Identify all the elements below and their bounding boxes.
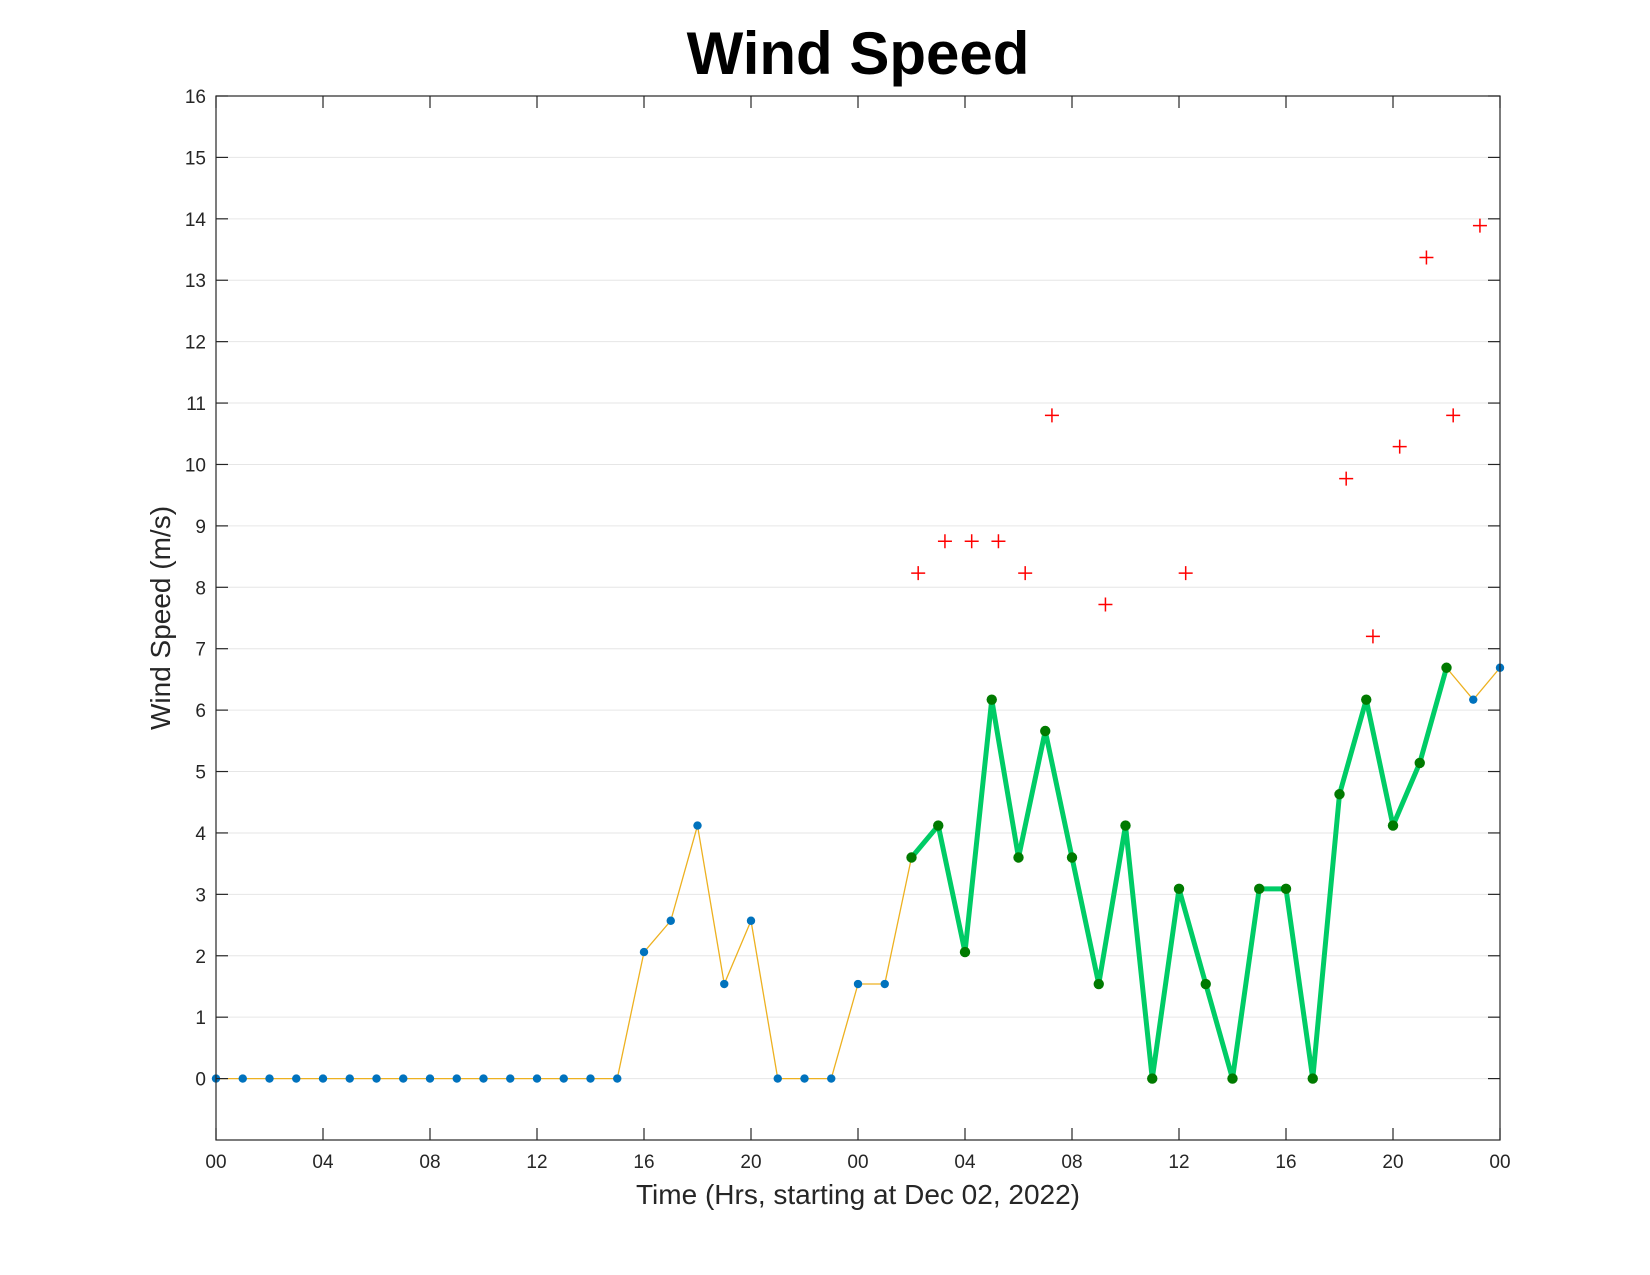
x-tick-label: 04 (954, 1152, 976, 1173)
series-highlight-point (1200, 978, 1211, 990)
series-all-point (345, 1074, 354, 1083)
series-layer (211, 218, 1505, 1084)
series-all-point (506, 1074, 515, 1083)
x-tick-label: 16 (1275, 1152, 1296, 1173)
y-tick-label: 15 (185, 148, 206, 169)
series-all-point (880, 979, 889, 989)
series-highlight-point (986, 694, 997, 705)
series-highlight-point (1307, 1073, 1318, 1084)
series-highlight-point (933, 820, 944, 831)
y-tick-label: 13 (185, 271, 206, 292)
y-tick-label: 6 (195, 701, 206, 722)
y-tick-label: 3 (195, 885, 206, 906)
series-all-point (238, 1074, 247, 1083)
y-tick-label: 16 (185, 87, 206, 108)
series-highlight-point (1441, 662, 1452, 673)
series-all-point (720, 979, 729, 989)
y-tick-label: 2 (195, 947, 206, 968)
series-all-point (613, 1074, 622, 1083)
x-tick-label: 00 (1489, 1152, 1510, 1173)
series-highlight-point (1173, 883, 1185, 895)
series-highlight-point (959, 946, 971, 958)
series-highlight-point (1387, 820, 1399, 831)
series-all-point (666, 916, 675, 925)
y-tick-label: 8 (195, 578, 206, 599)
series-gust-marker (1339, 471, 1354, 486)
y-tick-label: 1 (195, 1008, 206, 1029)
series-all-point (425, 1074, 435, 1083)
y-tick-label: 10 (185, 455, 206, 476)
series-all-point (532, 1074, 542, 1083)
series-all-point (1469, 695, 1478, 704)
x-tick-label: 12 (526, 1152, 547, 1173)
series-all-point (479, 1074, 488, 1083)
series-highlight-point (1280, 883, 1292, 895)
series-all-point (292, 1074, 301, 1083)
x-tick-label: 12 (1168, 1152, 1189, 1173)
series-highlight-point (1227, 1073, 1238, 1084)
series-highlight-point (1361, 694, 1372, 705)
series-gust-marker (991, 534, 1006, 549)
x-tick-label: 08 (419, 1152, 440, 1173)
plot-area (216, 96, 1500, 1140)
series-highlight-point (1334, 789, 1345, 800)
series-highlight-point (906, 852, 917, 863)
series-all-point (559, 1074, 568, 1083)
series-highlight-point (1093, 978, 1104, 990)
series-gust-marker (964, 534, 979, 549)
x-tick-label: 00 (847, 1152, 868, 1173)
x-axis-label: Time (Hrs, starting at Dec 02, 2022) (636, 1179, 1080, 1210)
y-tick-label: 7 (195, 640, 206, 661)
series-all-point (773, 1074, 782, 1083)
series-gust-marker (937, 534, 952, 549)
series-highlight-point (1254, 883, 1265, 895)
y-tick-label: 0 (195, 1070, 206, 1091)
series-all-point (827, 1074, 836, 1083)
series-highlight-point (1147, 1073, 1158, 1084)
series-gust-marker (1392, 439, 1407, 454)
series-all-point (452, 1074, 461, 1083)
series-all-point (853, 979, 863, 989)
x-tick-label: 20 (1382, 1152, 1403, 1173)
series-all-point (746, 916, 756, 925)
series-gust-marker (1472, 218, 1487, 233)
y-axis-label: Wind Speed (m/s) (145, 506, 176, 730)
series-highlight-point (1120, 820, 1131, 831)
x-tick-label: 04 (312, 1152, 334, 1173)
chart-title: Wind Speed (687, 20, 1030, 87)
series-highlight-point (1066, 852, 1078, 863)
x-tick-label: 16 (633, 1152, 654, 1173)
y-tick-label: 11 (186, 394, 206, 415)
series-gust-marker (1098, 597, 1113, 612)
series-gust-marker (911, 566, 926, 581)
series-gust-marker (1419, 250, 1434, 265)
series-all-point (693, 821, 702, 830)
series-all-point (399, 1074, 408, 1083)
series-highlight-point (1013, 852, 1024, 863)
series-gust-marker (1178, 566, 1193, 581)
series-all-point (265, 1074, 274, 1083)
series-gust-marker (1018, 566, 1033, 581)
series-highlight-point (1040, 725, 1051, 737)
y-tick-label: 5 (195, 763, 206, 784)
y-tick-label: 14 (185, 210, 207, 231)
series-all-point (318, 1074, 328, 1083)
x-tick-label: 00 (205, 1152, 226, 1173)
y-tick-label: 12 (185, 333, 206, 354)
series-gust-marker (1044, 408, 1059, 423)
series-gust-marker (1365, 629, 1380, 644)
series-all-point (639, 947, 649, 957)
y-tick-label: 9 (195, 517, 206, 538)
series-all-point (800, 1074, 809, 1083)
series-highlight-point (1414, 757, 1425, 769)
x-tick-label: 20 (740, 1152, 761, 1173)
series-gust-marker (1446, 408, 1461, 423)
y-tick-label: 4 (195, 824, 206, 845)
series-all-point (372, 1074, 381, 1083)
series-all-point (586, 1074, 595, 1083)
x-tick-label: 08 (1061, 1152, 1082, 1173)
